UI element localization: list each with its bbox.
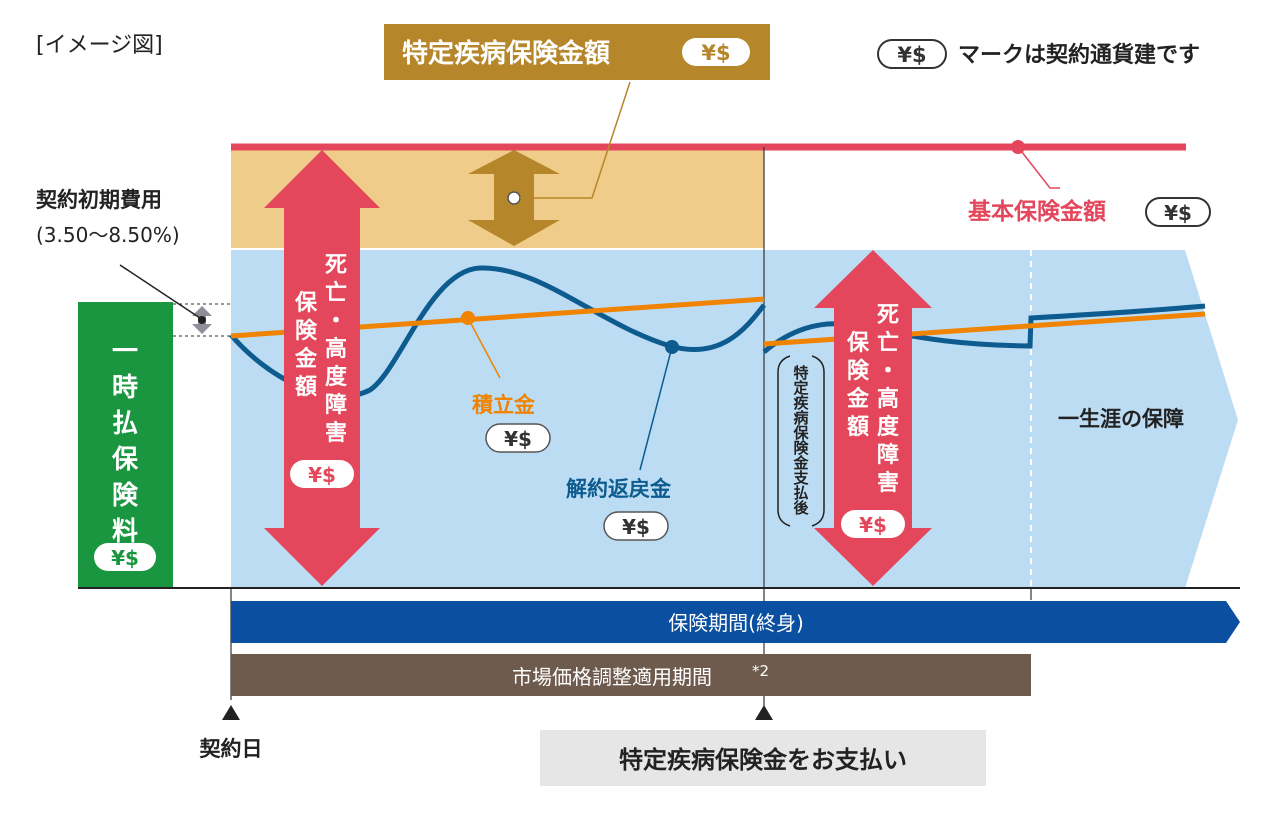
vertical-char: 険 [847,359,870,384]
currency-badge-text: ¥$ [111,546,139,570]
currency-badge-text: ¥$ [897,43,926,67]
currency-note: ¥$ マークは契約通貨建です [877,39,1200,69]
image-label: [イメージ図] [36,33,163,58]
currency-badge [94,543,156,571]
payment-event-marker [755,705,773,720]
currency-badge-text: ¥$ [701,41,730,65]
currency-note-text: マークは契約通貨建です [958,42,1200,68]
death-benefit-arrow-after [814,250,932,586]
vertical-char: 亡 [877,330,899,356]
initial-cost-leader [119,264,201,319]
vertical-char: 額 [847,414,869,440]
currency-badge [603,511,669,541]
vertical-char: 特 [793,364,808,382]
vertical-char: 支 [792,469,809,487]
vertical-char: 時 [112,373,138,403]
initial-cost-rate: (3.50〜8.50%) [36,223,180,247]
vertical-char: 一 [112,337,138,367]
mva-period-bar [231,654,1031,696]
accumulation-leader [467,317,501,379]
currency-badge [877,39,947,69]
after-payment-bracket-right [811,355,825,527]
surrender-curve-after [762,303,1206,354]
currency-badge [682,38,750,66]
premium-bar [78,302,173,588]
death-benefit-label-line2-before: 保険金額 [294,291,318,400]
after-payment-bracket-left [777,355,791,527]
currency-badge-text: ¥$ [859,513,887,537]
vertical-char: 険 [295,319,318,344]
vertical-char: 害 [877,470,899,496]
mva-period-note: *2 [752,662,769,680]
vertical-char: 後 [792,499,809,517]
vertical-char: 障 [877,442,899,468]
mva-period-label: 市場価格調整適用期間 [512,665,712,689]
currency-badge [841,510,905,538]
surrender-leader [639,346,673,471]
special-disease-marker [507,191,521,205]
currency-badge [485,423,551,453]
currency-badge-text: ¥$ [308,463,336,487]
vertical-char: 険 [793,439,809,457]
currency-badge-text: ¥$ [504,427,532,451]
vertical-char: 金 [792,454,809,472]
vertical-char: 亡 [325,280,347,306]
currency-badge-text: ¥$ [622,515,650,539]
vertical-char: ・ [877,359,899,384]
initial-cost-label: 契約初期費用 [35,188,162,212]
vertical-char: 高 [877,386,899,412]
vertical-char: 度 [325,364,348,390]
basic-amount-label: 基本保険金額 [968,198,1106,225]
vertical-char: 死 [877,303,899,328]
vertical-char: 払 [793,484,808,502]
vertical-char: 金 [294,346,318,372]
contract-date-marker [222,705,240,720]
vertical-char: 疾 [793,394,809,412]
banner-label: 特定疾病保険金額 [402,38,610,69]
insurance-period-label: 保険期間(終身) [668,611,804,635]
policy-area [231,250,1238,588]
vertical-char: 障 [325,392,347,418]
vertical-char: 保 [846,331,870,356]
contract-date-label: 契約日 [199,737,263,761]
vertical-char: 度 [877,414,900,440]
vertical-char: 死 [325,253,347,278]
special-disease-amount-banner: 特定疾病保険金額 ¥$ [384,24,770,80]
vertical-char: 金 [846,386,870,412]
vertical-char: 病 [793,409,808,427]
currency-badge [290,460,354,488]
basic-amount-leader [1017,146,1060,189]
vertical-char: 保 [111,445,139,475]
death-benefit-label-line2-after: 保険金額 [846,331,870,440]
vertical-char: 額 [295,374,317,400]
vertical-char: 高 [325,336,347,362]
vertical-char: 保 [294,291,318,316]
currency-badge [1145,197,1211,227]
vertical-char: 険 [112,480,139,511]
currency-badge-text: ¥$ [1164,201,1192,225]
insurance-period-bar [231,601,1240,643]
vertical-char: 定 [793,379,808,397]
vertical-char: 料 [112,517,138,547]
surrender-label: 解約返戻金 [566,477,672,501]
vertical-char: 払 [112,409,138,439]
lifetime-label: 一生涯の保障 [1058,407,1184,431]
payment-event-box [540,730,986,786]
vertical-char: 保 [792,424,809,442]
vertical-char: ・ [325,309,347,334]
accumulation-label: 積立金 [472,393,536,417]
payment-event-label: 特定疾病保険金をお支払い [619,746,907,774]
special-disease-leader [520,81,631,199]
vertical-char: 害 [325,420,347,446]
